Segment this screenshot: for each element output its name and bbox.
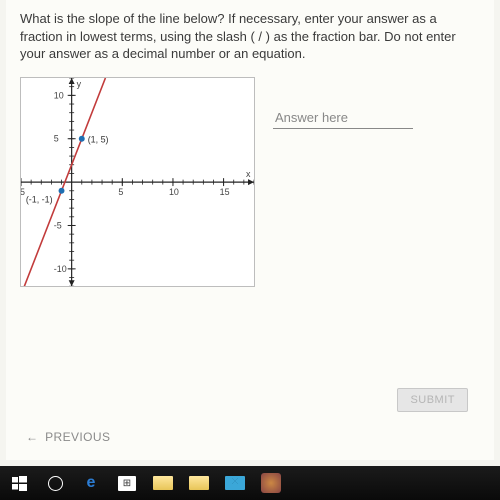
previous-label: PREVIOUS bbox=[45, 430, 110, 444]
svg-text:10: 10 bbox=[54, 90, 64, 100]
svg-text:y: y bbox=[77, 79, 82, 89]
answer-input[interactable] bbox=[273, 107, 413, 129]
svg-text:5: 5 bbox=[118, 187, 123, 197]
svg-text:(-1, -1): (-1, -1) bbox=[26, 194, 53, 204]
svg-text:(1, 5): (1, 5) bbox=[88, 134, 109, 144]
submit-button[interactable]: SUBMIT bbox=[397, 388, 468, 412]
edge-icon[interactable]: e bbox=[80, 472, 102, 494]
start-icon[interactable] bbox=[8, 472, 30, 494]
svg-text:10: 10 bbox=[169, 187, 179, 197]
svg-text:-5: -5 bbox=[54, 220, 62, 230]
taskbar: e ⊞ bbox=[0, 466, 500, 500]
arrow-left-icon: ← bbox=[26, 430, 38, 444]
svg-text:x: x bbox=[246, 169, 251, 179]
question-text: What is the slope of the line below? If … bbox=[20, 10, 480, 63]
svg-text:-10: -10 bbox=[54, 263, 67, 273]
svg-text:5: 5 bbox=[54, 133, 59, 143]
work-area: x y -5 5 10 15 -10 -5 5 10 (1, 5) (-1, -1) bbox=[20, 77, 480, 287]
svg-text:15: 15 bbox=[220, 187, 230, 197]
cortana-icon[interactable] bbox=[44, 472, 66, 494]
graph-svg: x y -5 5 10 15 -10 -5 5 10 (1, 5) (-1, -1) bbox=[21, 78, 254, 286]
folder-icon[interactable] bbox=[188, 472, 210, 494]
svg-text:-5: -5 bbox=[21, 187, 25, 197]
mail-icon[interactable] bbox=[224, 472, 246, 494]
answer-area bbox=[273, 77, 480, 287]
previous-link[interactable]: ← PREVIOUS bbox=[26, 430, 110, 444]
store-icon[interactable]: ⊞ bbox=[116, 472, 138, 494]
app-icon[interactable] bbox=[260, 472, 282, 494]
graph-panel: x y -5 5 10 15 -10 -5 5 10 (1, 5) (-1, -1) bbox=[20, 77, 255, 287]
folder-icon[interactable] bbox=[152, 472, 174, 494]
